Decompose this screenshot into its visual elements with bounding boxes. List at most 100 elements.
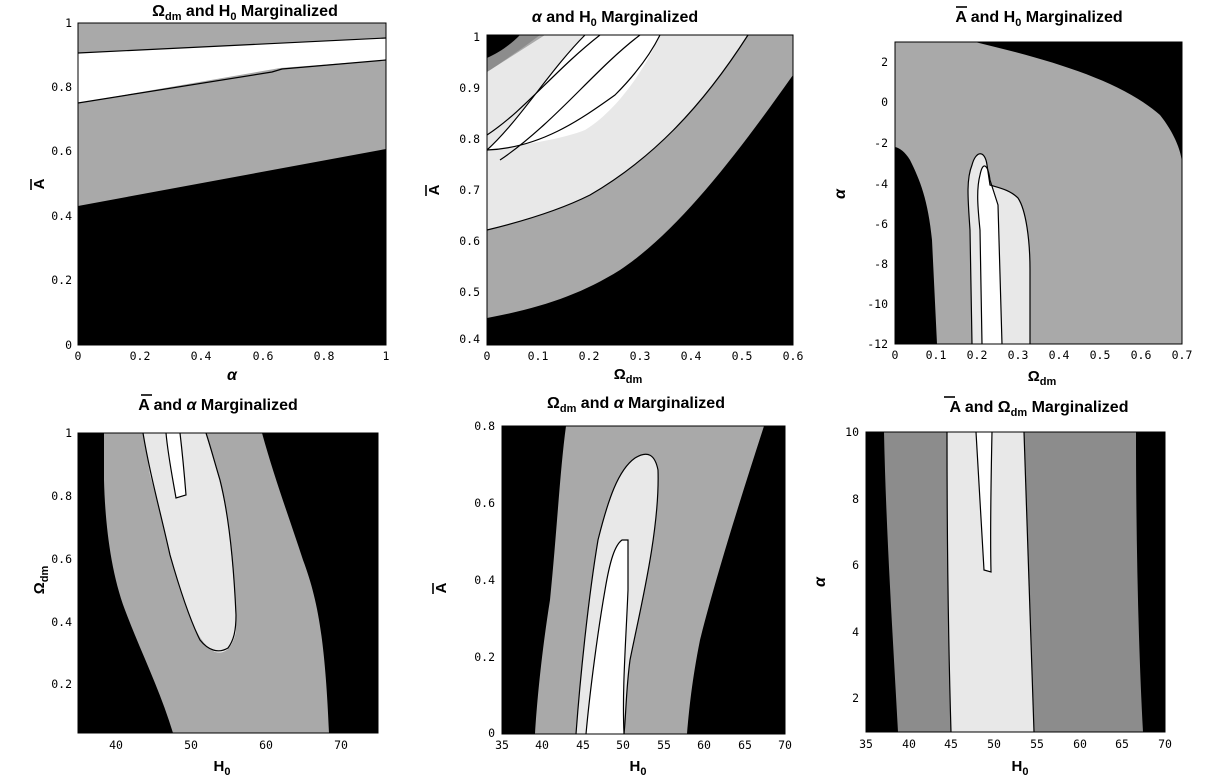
y-tick-label: 0 xyxy=(65,338,72,352)
panel-2-frame xyxy=(486,34,794,346)
panel-5-yticks: 0 0.2 0.4 0.6 0.8 xyxy=(474,419,495,740)
x-tick-label: 0 xyxy=(484,349,491,363)
y-tick-label: 10 xyxy=(845,425,859,439)
x-tick-label: 50 xyxy=(616,738,630,752)
y-tick-label: 0.4 xyxy=(51,615,72,629)
x-tick-label: 40 xyxy=(535,738,549,752)
x-tick-label: 0 xyxy=(892,348,899,362)
panel-2-contour-b xyxy=(486,34,601,136)
panel-4-frame xyxy=(77,432,379,734)
panel-5-xticks: 35 40 45 50 55 60 65 70 xyxy=(495,738,792,752)
x-tick-label: 40 xyxy=(902,737,916,751)
panel-4-title: A and α Marginalized xyxy=(138,397,298,414)
panel-4-xticks: 40 50 60 70 xyxy=(109,738,348,752)
y-tick-label: 0.2 xyxy=(51,677,72,691)
panel-2-xlabel: Ωdm xyxy=(614,366,643,386)
x-tick-label: 0.6 xyxy=(253,349,274,363)
panel-1-contour-upper xyxy=(77,37,387,54)
panel-3-region-mid xyxy=(895,42,1182,344)
x-tick-label: 55 xyxy=(1030,737,1044,751)
panel-1-xticks: 0 0.2 0.4 0.6 0.8 1 xyxy=(75,349,390,363)
panel-5-contour-inner xyxy=(585,539,629,735)
y-tick-label: -2 xyxy=(874,136,888,150)
panel-4: A and α Marginalized 0.2 0.4 0.6 0.8 1 4… xyxy=(31,394,379,777)
y-tick-label: 1 xyxy=(65,426,72,440)
y-tick-label: 0.4 xyxy=(51,209,72,223)
panel-3-title: A and H0 Marginalized xyxy=(955,9,1122,29)
y-tick-label: 0.6 xyxy=(51,552,72,566)
panel-5-frame xyxy=(501,425,786,735)
y-tick-label: 0.6 xyxy=(51,144,72,158)
y-tick-label: 0.2 xyxy=(474,650,495,664)
panel-5: Ωdm and α Marginalized 0 0.2 0.4 0.6 0.8… xyxy=(432,395,792,777)
y-tick-label: -8 xyxy=(874,257,888,271)
panel-1-region-white xyxy=(78,38,386,103)
panel-2-region-black-corner xyxy=(487,35,520,58)
panel-6-contour-white xyxy=(975,431,993,573)
panel-3-contour-outer xyxy=(967,153,1031,345)
panel-3-region-white xyxy=(977,165,1002,344)
y-tick-label: 1 xyxy=(473,30,480,44)
panel-6-contour-left xyxy=(946,431,952,733)
panel-6-yticks: 2 4 6 8 10 xyxy=(845,425,859,705)
y-tick-label: 0 xyxy=(488,726,495,740)
y-tick-label: 0.8 xyxy=(51,80,72,94)
x-tick-label: 0.1 xyxy=(926,348,947,362)
panel-4-region-light xyxy=(143,433,236,653)
panel-6-xlabel: H0 xyxy=(1012,758,1029,777)
x-tick-label: 0.8 xyxy=(314,349,335,363)
panel-2-region-white xyxy=(487,35,660,150)
x-tick-label: 40 xyxy=(109,738,123,752)
y-tick-label: -4 xyxy=(874,177,888,191)
x-tick-label: 0.2 xyxy=(579,349,600,363)
panel-2-contour-d xyxy=(486,34,661,151)
x-tick-label: 70 xyxy=(1158,737,1172,751)
y-tick-label: 6 xyxy=(852,558,859,572)
x-tick-label: 0.6 xyxy=(783,349,804,363)
y-tick-label: -6 xyxy=(874,217,888,231)
x-tick-label: 70 xyxy=(334,738,348,752)
x-tick-label: 0.4 xyxy=(681,349,702,363)
panel-1: Ωdm and H0 Marginalized 0 0.2 0.4 0.6 0.… xyxy=(30,3,390,384)
panel-4-contour-inner xyxy=(165,432,187,499)
panel-5-region-white xyxy=(586,540,628,734)
x-tick-label: 0.4 xyxy=(191,349,212,363)
y-tick-label: 0.8 xyxy=(459,132,480,146)
panel-6-xticks: 35 40 45 50 55 60 65 70 xyxy=(859,737,1172,751)
x-tick-label: 0 xyxy=(75,349,82,363)
panel-2-ylabel: A xyxy=(426,184,443,195)
y-tick-label: 0.5 xyxy=(459,285,480,299)
x-tick-label: 60 xyxy=(259,738,273,752)
x-tick-label: 0.6 xyxy=(1131,348,1152,362)
y-tick-label: 8 xyxy=(852,492,859,506)
panel-4-region-white xyxy=(166,433,186,498)
panel-2-title: α and H0 Marginalized xyxy=(532,9,698,29)
panel-6-title: A and Ωdm Marginalized xyxy=(950,399,1129,419)
x-tick-label: 0.2 xyxy=(967,348,988,362)
panel-1-title: Ωdm and H0 Marginalized xyxy=(152,3,338,23)
y-tick-label: 0.2 xyxy=(51,273,72,287)
y-tick-label: 0.6 xyxy=(459,234,480,248)
y-tick-label: 0.9 xyxy=(459,81,480,95)
panel-5-xlabel: H0 xyxy=(630,758,647,777)
y-tick-label: 0 xyxy=(881,95,888,109)
panel-2-yticks: 0.4 0.5 0.6 0.7 0.8 0.9 1 xyxy=(459,30,480,346)
panel-6-ylabel: α xyxy=(812,576,829,587)
panel-4-xlabel: H0 xyxy=(214,758,231,777)
x-tick-label: 45 xyxy=(944,737,958,751)
panel-1-contour-lower xyxy=(77,59,387,104)
panel-1-ylabel: A xyxy=(31,178,48,189)
panel-3-frame xyxy=(894,41,1183,345)
x-tick-label: 0.1 xyxy=(528,349,549,363)
x-tick-label: 55 xyxy=(657,738,671,752)
y-tick-label: 1 xyxy=(65,16,72,30)
panel-1-xlabel: α xyxy=(227,367,238,384)
panel-1-frame xyxy=(77,22,387,346)
panel-3-ylabel: α xyxy=(832,188,849,199)
panel-4-yticks: 0.2 0.4 0.6 0.8 1 xyxy=(51,426,72,691)
panel-6-frame xyxy=(865,431,1166,733)
y-tick-label: 0.4 xyxy=(474,573,495,587)
x-tick-label: 50 xyxy=(184,738,198,752)
panel-3-xlabel: Ωdm xyxy=(1028,368,1057,388)
x-tick-label: 1 xyxy=(383,349,390,363)
